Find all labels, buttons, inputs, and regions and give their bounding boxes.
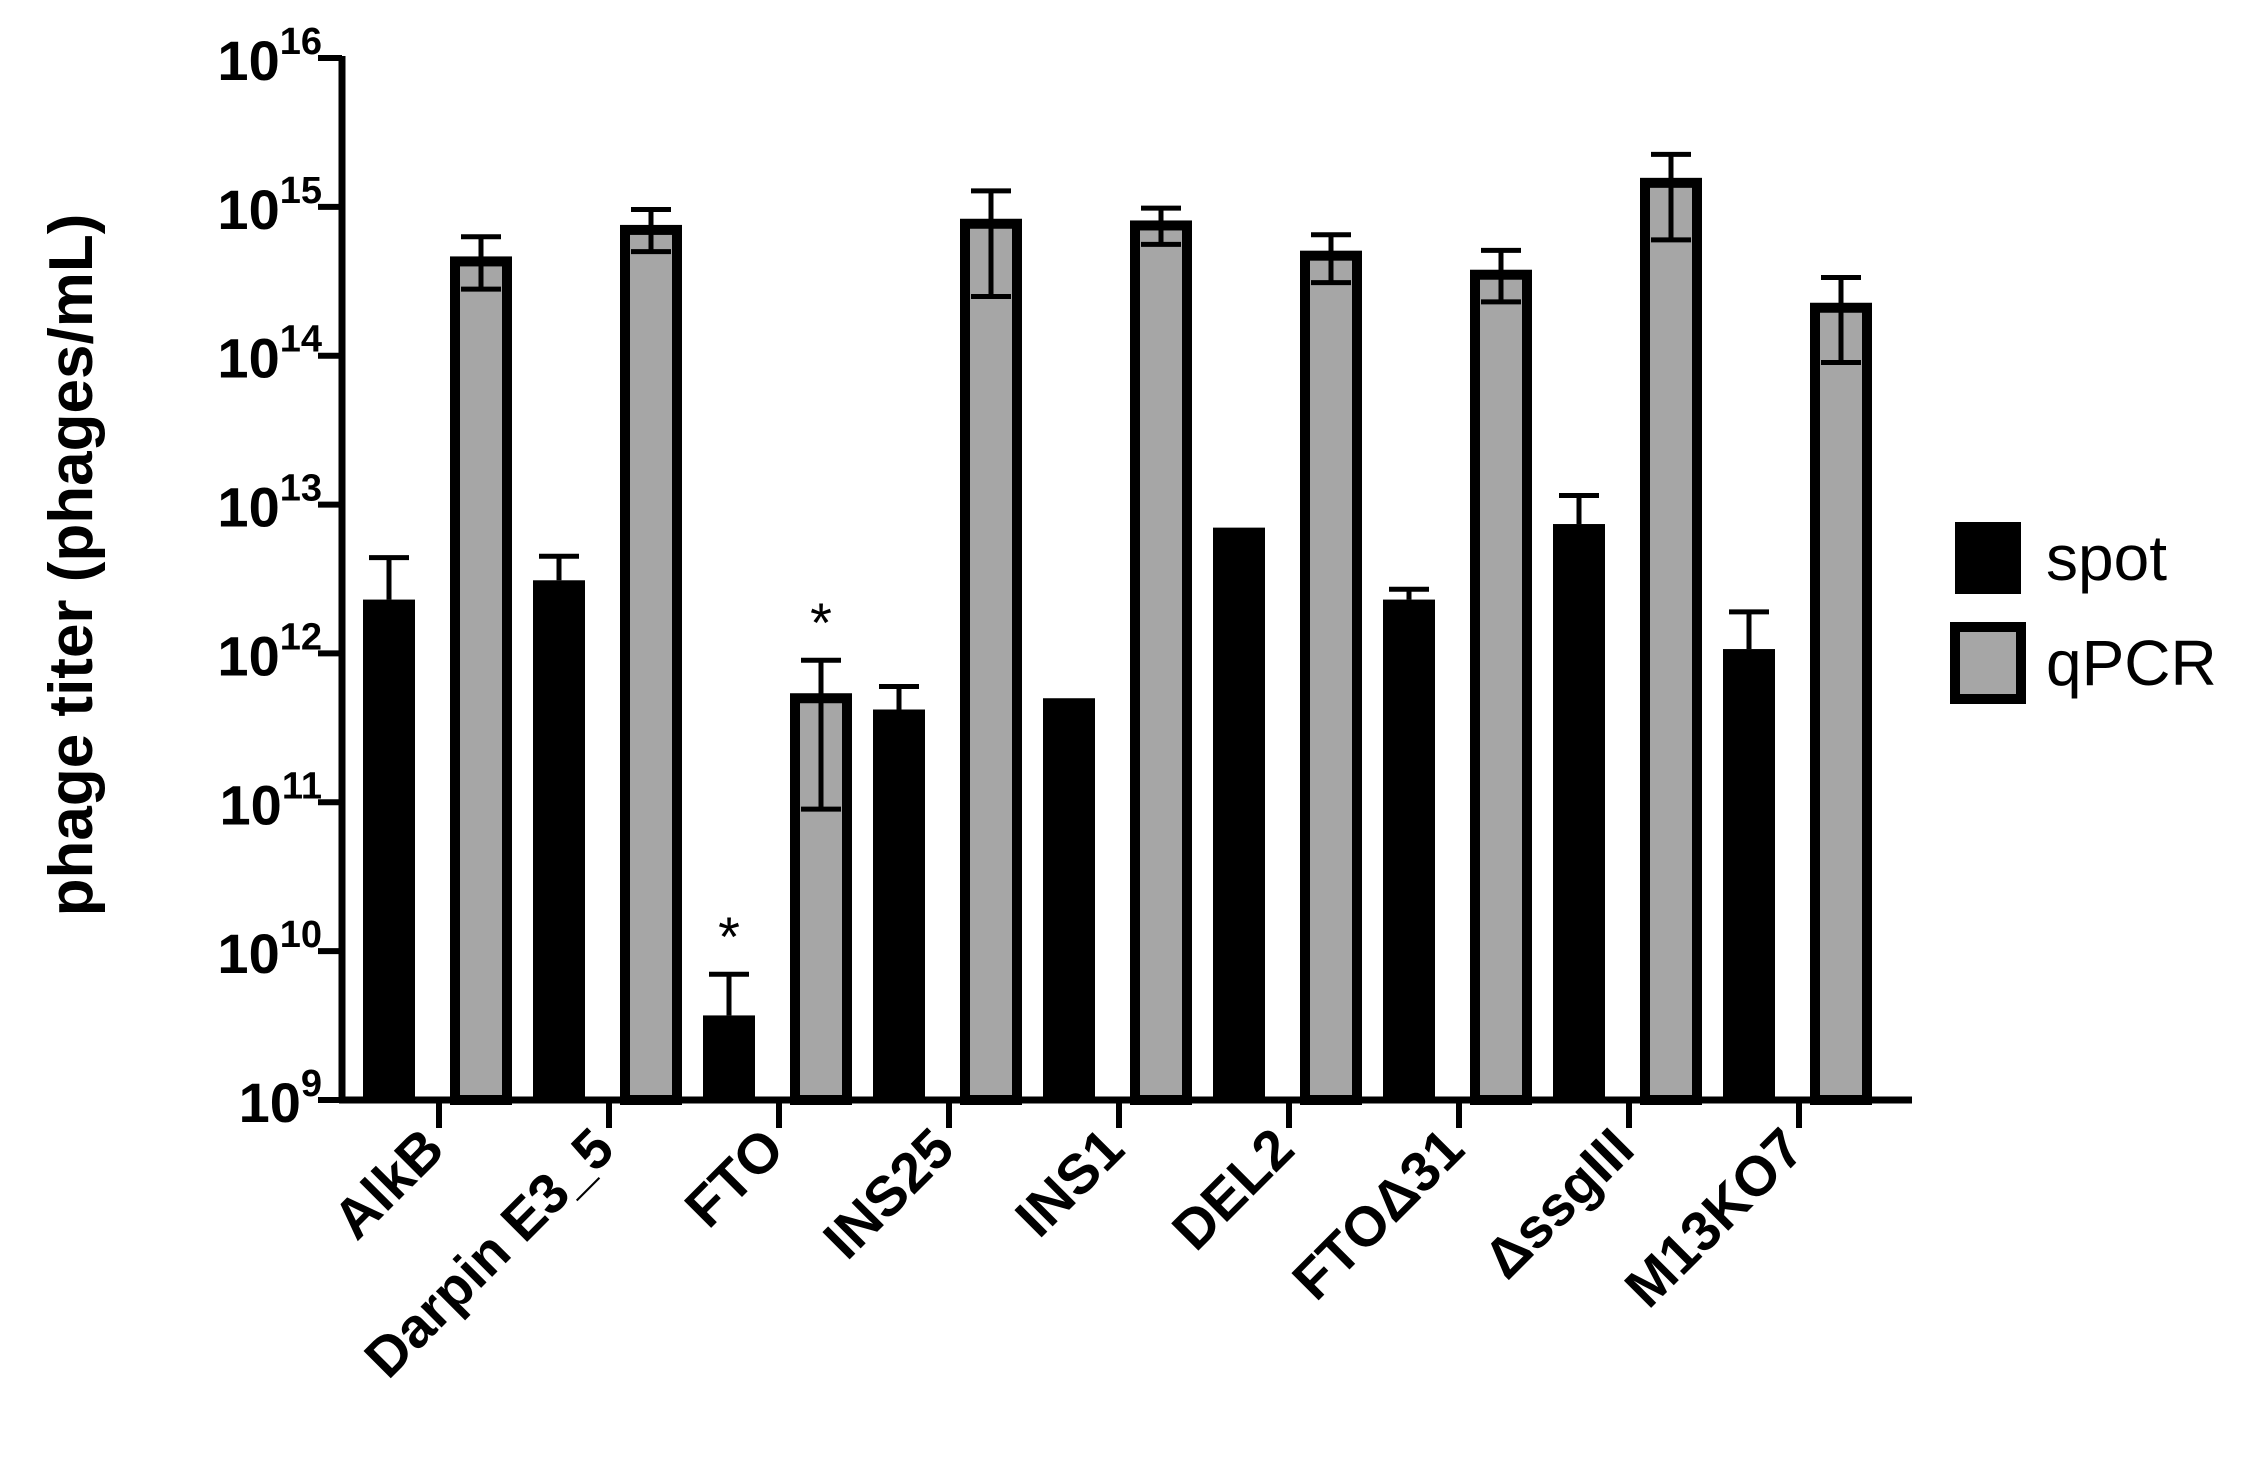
bars: ** [363, 151, 1872, 1106]
legend-label: qPCR [2046, 627, 2217, 699]
bar [1043, 698, 1095, 1100]
bar [1130, 220, 1192, 1106]
bar [1640, 177, 1702, 1105]
legend-swatch [1950, 622, 2026, 704]
y-tick-label: 1011 [220, 765, 322, 836]
bar [1470, 269, 1532, 1105]
bar [620, 224, 682, 1105]
bar-qPCR-3 [960, 188, 1022, 1106]
bar-qPCR-4 [1130, 205, 1192, 1106]
bar-spot-2: * [703, 905, 755, 1100]
bar-spot-5 [1213, 527, 1265, 1100]
legend-item-spot: spot [1955, 522, 2167, 594]
legend-swatch [1955, 522, 2021, 594]
bar-spot-6 [1383, 586, 1435, 1100]
y-tick-label: 109 [239, 1063, 322, 1134]
y-tick-label: 1015 [217, 170, 322, 241]
y-tick-label: 1013 [217, 468, 322, 539]
x-tick-label: FTOΔ31 [1280, 1116, 1476, 1312]
y-axis-label: phage titer (phages/mL) [37, 214, 106, 917]
legend: spot qPCR [1950, 522, 2217, 704]
bar-spot-0 [363, 555, 415, 1100]
bar-spot-1 [533, 553, 585, 1100]
bar [533, 580, 585, 1100]
bar [363, 599, 415, 1100]
bar-qPCR-5 [1300, 232, 1362, 1105]
y-tick-label: 1012 [217, 616, 322, 687]
x-tick-label: INS25 [811, 1116, 966, 1271]
y-tick-labels: 109 1010 1011 1012 1013 1014 1015 1016 [217, 21, 322, 1134]
x-tick-label: ΔssgIII [1471, 1116, 1645, 1290]
x-tick-label: AlkB [321, 1116, 456, 1251]
bar [1810, 302, 1872, 1105]
bar-qPCR-6 [1470, 247, 1532, 1105]
bar [1553, 524, 1605, 1100]
bar-qPCR-7 [1640, 151, 1702, 1105]
bar-qPCR-2: * [790, 591, 852, 1105]
y-tick-label: 1014 [217, 319, 322, 390]
significance-star: * [810, 591, 832, 654]
x-tick-label: DEL2 [1160, 1116, 1306, 1262]
bar-spot-7 [1553, 493, 1605, 1100]
bar [1300, 250, 1362, 1105]
bar [1723, 649, 1775, 1100]
bar [1213, 527, 1265, 1100]
x-tick-label: FTO [672, 1116, 795, 1239]
y-tick-label: 1016 [217, 21, 322, 92]
bar-spot-4 [1043, 698, 1095, 1100]
significance-star: * [718, 905, 740, 968]
bar [1383, 599, 1435, 1100]
bar-qPCR-0 [450, 234, 512, 1105]
legend-item-qPCR: qPCR [1950, 622, 2217, 704]
bar-qPCR-8 [1810, 275, 1872, 1105]
bar [703, 1015, 755, 1100]
bar [450, 256, 512, 1105]
legend-label: spot [2046, 522, 2167, 594]
x-tick-label: INS1 [1003, 1116, 1136, 1249]
bar [960, 218, 1022, 1106]
bar [873, 709, 925, 1100]
y-tick-label: 1010 [217, 914, 322, 985]
x-tick-label: M13KO7 [1612, 1116, 1815, 1319]
bar-spot-8 [1723, 609, 1775, 1100]
bar-qPCR-1 [620, 206, 682, 1105]
bar-spot-3 [873, 683, 925, 1100]
